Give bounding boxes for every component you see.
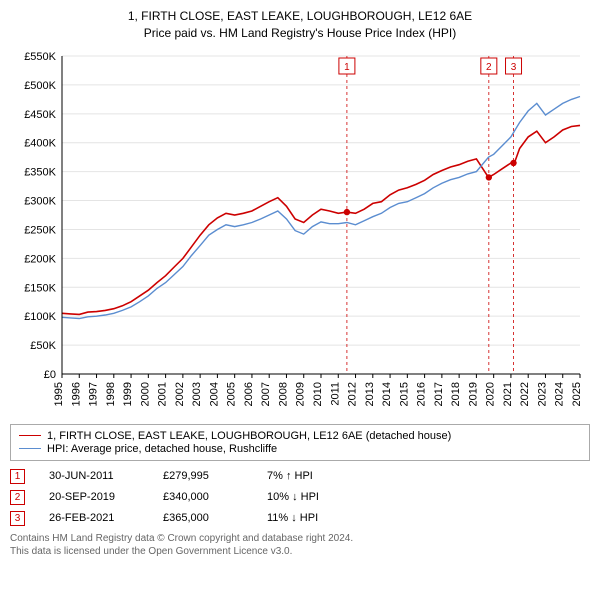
svg-text:2024: 2024 bbox=[554, 382, 566, 406]
svg-text:2003: 2003 bbox=[191, 382, 203, 406]
svg-text:2002: 2002 bbox=[174, 382, 186, 406]
svg-text:£300K: £300K bbox=[24, 195, 56, 207]
svg-text:2014: 2014 bbox=[381, 382, 393, 406]
sale-price: 20-SEP-2019 bbox=[49, 491, 139, 503]
legend-label: HPI: Average price, detached house, Rush… bbox=[47, 443, 277, 455]
svg-text:2020: 2020 bbox=[485, 382, 497, 406]
svg-text:£50K: £50K bbox=[30, 340, 56, 352]
legend-label: 1, FIRTH CLOSE, EAST LEAKE, LOUGHBOROUGH… bbox=[47, 430, 451, 442]
svg-text:£100K: £100K bbox=[24, 311, 56, 323]
svg-text:2019: 2019 bbox=[467, 382, 479, 406]
svg-text:2: 2 bbox=[486, 62, 492, 73]
sales-row: 326-FEB-2021£365,00011% ↓ HPI bbox=[10, 511, 590, 526]
svg-text:2015: 2015 bbox=[398, 382, 410, 406]
sale-delta: 11% ↓ HPI bbox=[267, 512, 318, 524]
chart-titles: 1, FIRTH CLOSE, EAST LEAKE, LOUGHBOROUGH… bbox=[10, 8, 590, 42]
legend-row: HPI: Average price, detached house, Rush… bbox=[19, 443, 581, 455]
svg-text:2021: 2021 bbox=[502, 382, 514, 406]
svg-text:£450K: £450K bbox=[24, 108, 56, 120]
svg-text:2004: 2004 bbox=[208, 382, 220, 406]
footer-line2: This data is licensed under the Open Gov… bbox=[10, 545, 590, 558]
svg-text:2005: 2005 bbox=[226, 382, 238, 406]
legend-row: 1, FIRTH CLOSE, EAST LEAKE, LOUGHBOROUGH… bbox=[19, 430, 581, 442]
footer-line1: Contains HM Land Registry data © Crown c… bbox=[10, 532, 590, 545]
chart-area: £0 £50K £100K £150K £200K £250K £300K £350K £400… bbox=[10, 48, 590, 418]
svg-text:2009: 2009 bbox=[295, 382, 307, 406]
svg-text:2023: 2023 bbox=[536, 382, 548, 406]
sale-price: 30-JUN-2011 bbox=[49, 470, 139, 482]
svg-text:1999: 1999 bbox=[122, 382, 134, 406]
price-chart: £0 £50K £100K £150K £200K £250K £300K £350K £400… bbox=[10, 48, 590, 418]
svg-text:1996: 1996 bbox=[70, 382, 82, 406]
svg-text:2013: 2013 bbox=[364, 382, 376, 406]
svg-text:2011: 2011 bbox=[329, 382, 341, 406]
svg-text:1995: 1995 bbox=[53, 382, 65, 406]
svg-text:2012: 2012 bbox=[347, 382, 359, 406]
title-line1: 1, FIRTH CLOSE, EAST LEAKE, LOUGHBOROUGH… bbox=[10, 8, 590, 25]
footer: Contains HM Land Registry data © Crown c… bbox=[10, 532, 590, 558]
svg-text:£350K: £350K bbox=[24, 166, 56, 178]
svg-text:2008: 2008 bbox=[277, 382, 289, 406]
svg-text:2007: 2007 bbox=[260, 382, 272, 406]
svg-text:2025: 2025 bbox=[571, 382, 583, 406]
svg-text:1998: 1998 bbox=[105, 382, 117, 406]
sales-row: 130-JUN-2011£279,9957% ↑ HPI bbox=[10, 469, 590, 484]
svg-text:2016: 2016 bbox=[416, 382, 428, 406]
svg-text:3: 3 bbox=[511, 62, 517, 73]
legend-swatch bbox=[19, 448, 41, 449]
legend: 1, FIRTH CLOSE, EAST LEAKE, LOUGHBOROUGH… bbox=[10, 424, 590, 461]
sale-price: 26-FEB-2021 bbox=[49, 512, 139, 524]
svg-text:£250K: £250K bbox=[24, 224, 56, 236]
svg-text:2018: 2018 bbox=[450, 382, 462, 406]
sales-row: 220-SEP-2019£340,00010% ↓ HPI bbox=[10, 490, 590, 505]
svg-text:£400K: £400K bbox=[24, 137, 56, 149]
svg-text:2017: 2017 bbox=[433, 382, 445, 406]
sale-marker: 1 bbox=[10, 469, 25, 484]
svg-text:1997: 1997 bbox=[88, 382, 100, 406]
svg-text:2006: 2006 bbox=[243, 382, 255, 406]
svg-text:1: 1 bbox=[344, 62, 350, 73]
sale-delta: 10% ↓ HPI bbox=[267, 491, 319, 503]
svg-text:£150K: £150K bbox=[24, 282, 56, 294]
svg-text:£200K: £200K bbox=[24, 253, 56, 265]
sale-marker: 3 bbox=[10, 511, 25, 526]
sale-marker: 2 bbox=[10, 490, 25, 505]
legend-swatch bbox=[19, 435, 41, 436]
sales-table: 130-JUN-2011£279,9957% ↑ HPI220-SEP-2019… bbox=[10, 469, 590, 526]
svg-text:£500K: £500K bbox=[24, 80, 56, 92]
title-line2: Price paid vs. HM Land Registry's House … bbox=[10, 25, 590, 42]
svg-text:£550K: £550K bbox=[24, 51, 56, 63]
svg-text:2010: 2010 bbox=[312, 382, 324, 406]
svg-text:£0: £0 bbox=[44, 369, 56, 381]
sale-delta: 7% ↑ HPI bbox=[267, 470, 313, 482]
svg-text:2000: 2000 bbox=[139, 382, 151, 406]
svg-text:2001: 2001 bbox=[157, 382, 169, 406]
svg-text:2022: 2022 bbox=[519, 382, 531, 406]
